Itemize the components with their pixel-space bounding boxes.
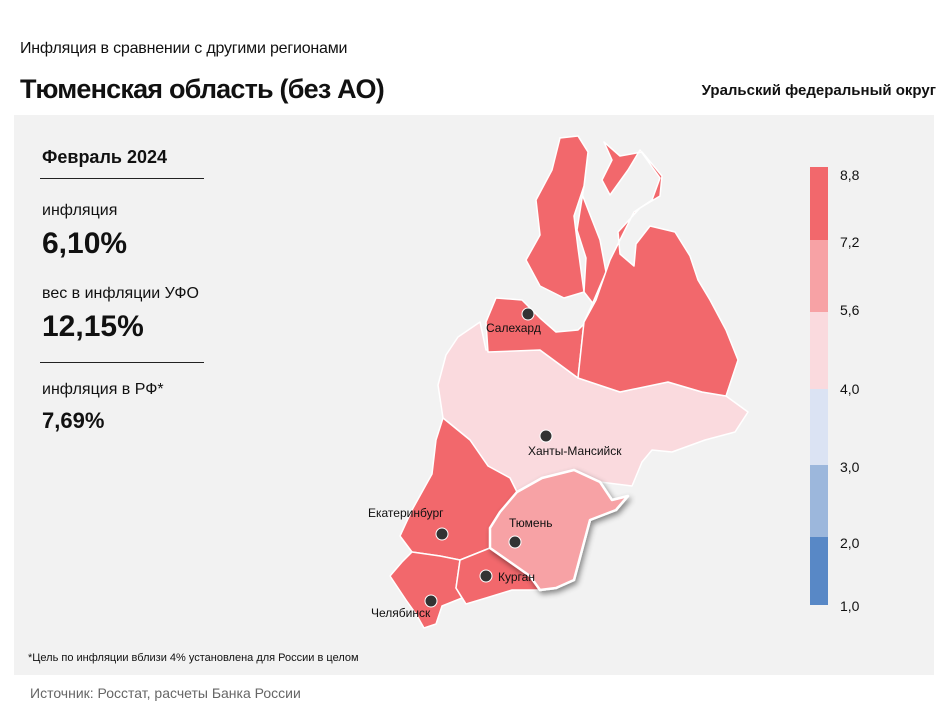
legend-band-5 (810, 465, 828, 537)
period-label: Февраль 2024 (42, 147, 167, 167)
city-label-salekhard: Салехард (486, 321, 541, 335)
inflation-label: инфляция (42, 202, 118, 219)
legend-tick: 1,0 (840, 598, 860, 614)
legend-band-6 (810, 537, 828, 605)
city-marker-khanty (539, 429, 553, 443)
legend-band-2 (810, 240, 828, 312)
legend-tick: 8,8 (840, 167, 860, 183)
divider (40, 178, 204, 179)
city-marker-salekhard (521, 307, 535, 321)
region-yamal-east (577, 141, 739, 397)
city-label-khanty: Ханты-Мансийск (528, 444, 622, 458)
page-title: Тюменская область (без АО) (20, 74, 385, 104)
weight-value: 12,15% (42, 310, 144, 343)
source-note: Источник: Росстат, расчеты Банка России (30, 685, 301, 701)
city-marker-kurgan (479, 569, 493, 583)
legend-tick: 2,0 (840, 535, 860, 551)
chart-subtitle: Инфляция в сравнении с другими регионами (20, 40, 348, 57)
region-yamal-peninsula (525, 135, 589, 299)
legend-band-1 (810, 167, 828, 240)
rf-inflation-value: 7,69% (42, 408, 105, 433)
city-marker-tyumen (508, 535, 522, 549)
legend-tick: 4,0 (840, 381, 860, 397)
legend-tick: 3,0 (840, 459, 860, 475)
rf-inflation-label: инфляция в РФ* (42, 381, 164, 398)
legend-tick: 5,6 (840, 302, 860, 318)
city-marker-ekb (435, 527, 449, 541)
city-label-chelyabinsk: Челябинск (371, 606, 431, 620)
city-label-ekb: Екатеринбург (368, 506, 444, 520)
region-tyumen (488, 468, 630, 592)
legend-tick: 7,2 (840, 234, 860, 250)
footnote: *Цель по инфляции вблизи 4% установлена … (28, 652, 359, 664)
city-label-tyumen: Тюмень (509, 516, 552, 530)
weight-label: вес в инфляции УФО (42, 285, 199, 302)
city-label-kurgan: Курган (498, 570, 535, 584)
legend-band-3 (810, 312, 828, 389)
divider (40, 362, 204, 363)
district-label: Уральский федеральный округ (701, 82, 936, 99)
inflation-value: 6,10% (42, 227, 128, 260)
legend-band-4 (810, 389, 828, 465)
city-marker-chelyabinsk (424, 594, 438, 608)
